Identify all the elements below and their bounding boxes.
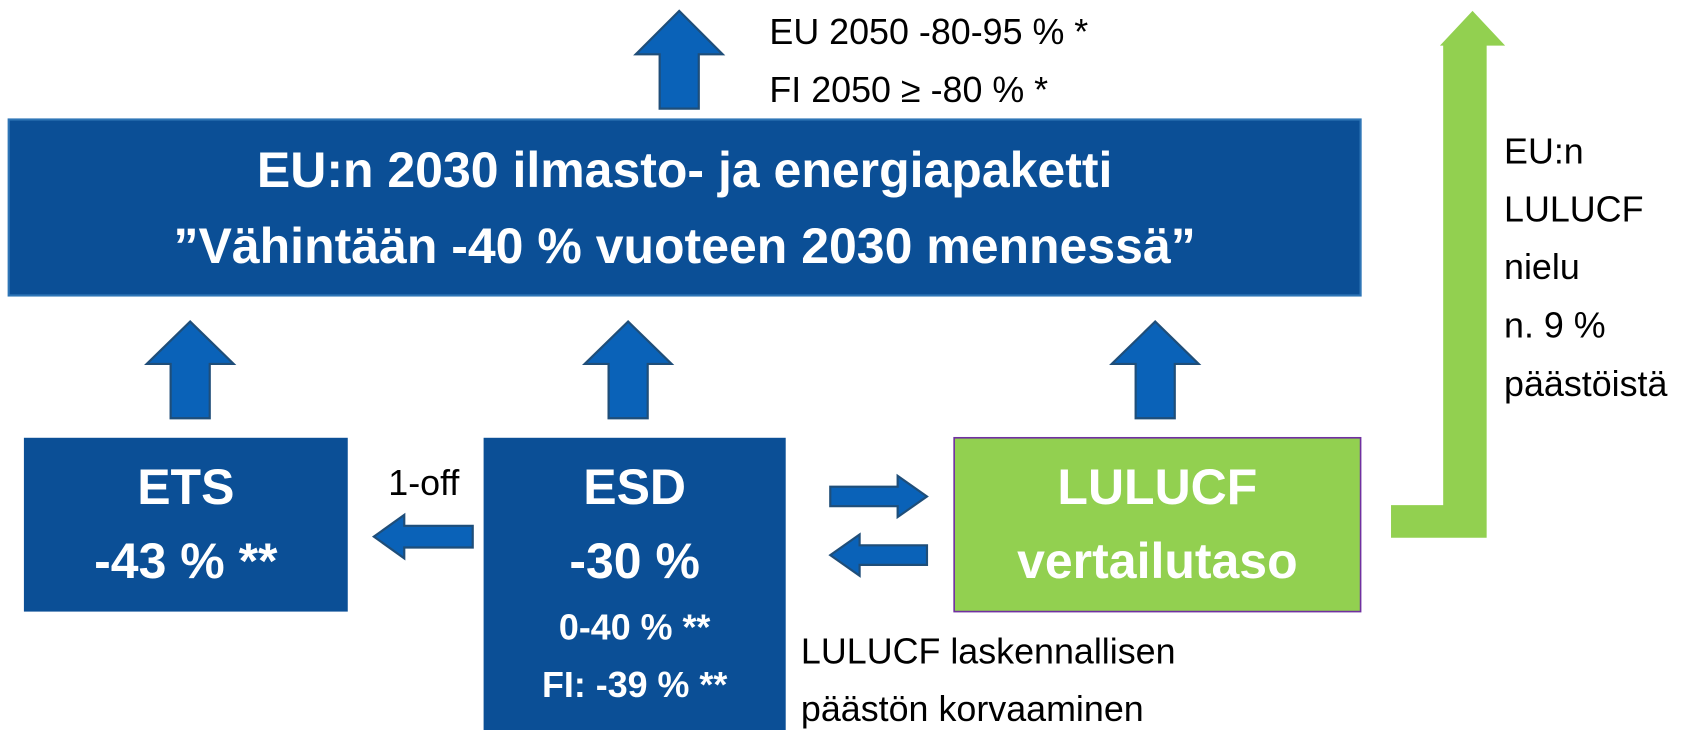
sink-note: n. 9 %	[1504, 306, 1606, 346]
arrow-up	[1109, 320, 1202, 420]
sink-note: päästöistä	[1504, 364, 1667, 404]
arrow-right	[829, 473, 929, 520]
arrow-up	[144, 320, 237, 420]
sink-note: EU:n	[1504, 132, 1584, 172]
top-note: FI 2050 ≥ -80 % *	[769, 70, 1048, 110]
top-note: EU 2050 -80-95 % *	[769, 12, 1088, 52]
main-box	[7, 118, 1362, 297]
compensation-note: päästön korvaaminen	[801, 689, 1144, 729]
ets-text: -43 % **	[94, 533, 278, 589]
ets-box	[23, 437, 348, 612]
lulucf-text: vertailutaso	[1017, 533, 1298, 589]
arrow-left	[371, 512, 474, 561]
esd-box	[483, 437, 786, 730]
arrow-left	[828, 532, 929, 578]
main-text: ”Vähintään -40 % vuoteen 2030 mennessä”	[174, 218, 1196, 274]
esd-subtext: 0-40 % **	[559, 608, 711, 648]
green-arrow	[1391, 10, 1506, 538]
arrow-up	[633, 9, 726, 110]
ets-text: ETS	[137, 459, 234, 515]
main-text: EU:n 2030 ilmasto- ja energiapaketti	[257, 142, 1112, 198]
lulucf-box	[953, 436, 1362, 613]
arrow-up	[581, 320, 675, 420]
lulucf-text: LULUCF	[1057, 459, 1257, 515]
sink-note: LULUCF	[1504, 189, 1643, 229]
esd-text: -30 %	[569, 533, 700, 589]
compensation-note: LULUCF laskennallisen	[801, 631, 1176, 671]
esd-text: ESD	[583, 459, 686, 515]
esd-subtext: FI: -39 % **	[542, 665, 727, 705]
sink-note: nielu	[1504, 247, 1580, 287]
one-off-label: 1-off	[388, 463, 460, 503]
